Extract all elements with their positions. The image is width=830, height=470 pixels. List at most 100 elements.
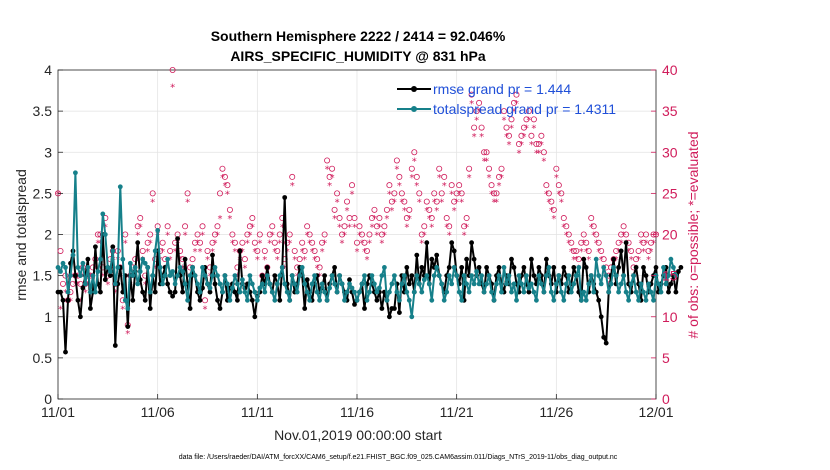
obs-evaluated-point: *	[240, 247, 245, 258]
series-1-point	[536, 273, 542, 278]
obs-evaluated-point: *	[614, 255, 619, 266]
series-1-point	[571, 281, 577, 287]
obs-evaluated-point: *	[502, 115, 507, 126]
obs-possible-point	[147, 231, 154, 238]
legend: rmse grand pr = 1.444 totalspread grand …	[397, 81, 616, 117]
obs-evaluated-point: *	[581, 239, 586, 250]
obs-possible-point	[640, 239, 647, 246]
obs-evaluated-point: *	[270, 231, 275, 242]
obs-evaluated-point: *	[574, 255, 579, 266]
obs-evaluated-point: *	[397, 181, 402, 192]
obs-possible-point	[401, 198, 408, 205]
obs-possible-point	[533, 141, 540, 148]
obs-evaluated-point: *	[389, 206, 394, 217]
obs-evaluated-point: *	[230, 239, 235, 250]
series-0-point	[130, 297, 136, 303]
series-0-point	[212, 281, 218, 287]
obs-evaluated-point: *	[644, 239, 649, 250]
obs-evaluated-point: *	[262, 255, 267, 266]
series-1-point	[431, 273, 437, 278]
obs-evaluated-point: *	[330, 173, 335, 184]
series-0-point	[581, 256, 587, 262]
obs-possible-point	[535, 141, 542, 148]
obs-possible-point	[468, 91, 475, 98]
series-1-point	[284, 289, 290, 295]
obs-possible-point	[515, 141, 522, 148]
series-1-point	[110, 248, 116, 254]
obs-possible-point	[386, 182, 393, 189]
series-0-point	[63, 349, 68, 355]
obs-evaluated-point: *	[292, 255, 297, 266]
y-tick-label: 3.5	[33, 103, 53, 119]
series-0-point	[58, 289, 63, 295]
obs-possible-point	[595, 239, 602, 246]
obs-evaluated-point: *	[327, 181, 332, 192]
obs-evaluated-point: *	[282, 263, 287, 274]
series-1-point	[332, 281, 337, 287]
obs-possible-point	[456, 182, 463, 189]
obs-possible-point	[383, 206, 390, 213]
obs-possible-point	[219, 165, 226, 172]
obs-possible-point	[336, 215, 343, 222]
series-1-point	[85, 265, 91, 270]
obs-possible-point	[59, 280, 66, 287]
series-1-point	[93, 289, 98, 295]
series-1-point	[264, 273, 270, 278]
obs-evaluated-point: *	[629, 255, 634, 266]
obs-evaluated-point: *	[200, 231, 205, 242]
series-0-point	[135, 240, 141, 246]
obs-evaluated-point: *	[345, 206, 350, 217]
series-1-point	[314, 289, 320, 295]
series-1-point	[317, 297, 322, 303]
series-1-point	[541, 289, 547, 295]
obs-evaluated-point: *	[235, 272, 240, 283]
obs-evaluated-point: *	[539, 140, 544, 151]
obs-possible-point	[57, 247, 64, 254]
legend-rmse-label: rmse grand pr = 1.444	[433, 81, 571, 97]
series-1-point	[491, 297, 497, 303]
obs-possible-point	[199, 223, 206, 230]
series-1-point	[122, 297, 128, 303]
obs-evaluated-point: *	[422, 231, 427, 242]
obs-possible-point	[381, 223, 388, 230]
obs-possible-point	[408, 165, 415, 172]
obs-evaluated-point: *	[342, 231, 347, 242]
obs-evaluated-point: *	[556, 189, 561, 200]
obs-possible-point	[458, 190, 465, 197]
series-1-point	[581, 289, 587, 295]
obs-possible-point	[498, 165, 505, 172]
y-tick-label-right: 5	[662, 350, 670, 366]
series-1-point	[334, 289, 340, 295]
series-0-point	[451, 248, 457, 254]
series-0-point	[165, 281, 171, 287]
series-1-point	[137, 269, 143, 274]
obs-evaluated-point: *	[145, 247, 150, 258]
obs-evaluated-point: *	[160, 247, 165, 258]
series-1-point	[195, 281, 200, 287]
obs-possible-point	[501, 108, 508, 115]
series-1-point	[337, 273, 342, 278]
series-1-point	[367, 289, 372, 295]
obs-possible-point	[505, 132, 512, 139]
obs-evaluated-point: *	[56, 189, 61, 200]
obs-evaluated-point: *	[424, 206, 429, 217]
series-1-point	[479, 273, 484, 278]
y-tick-label-right: 40	[662, 62, 678, 78]
series-1-point	[454, 273, 460, 278]
series-0-point	[60, 297, 66, 303]
obs-possible-point	[202, 297, 209, 304]
obs-possible-point	[560, 215, 567, 222]
obs-evaluated-point: *	[252, 247, 257, 258]
series-1-point	[304, 289, 310, 295]
series-1-point	[147, 289, 153, 295]
series-1-point	[474, 269, 479, 274]
obs-possible-point	[493, 190, 500, 197]
obs-evaluated-point: *	[444, 222, 449, 233]
series-1-point	[601, 265, 607, 270]
obs-possible-point	[284, 239, 291, 246]
series-0-point	[374, 297, 380, 303]
obs-possible-point	[540, 149, 547, 156]
series-0-point	[170, 293, 176, 299]
obs-possible-point	[366, 231, 373, 238]
